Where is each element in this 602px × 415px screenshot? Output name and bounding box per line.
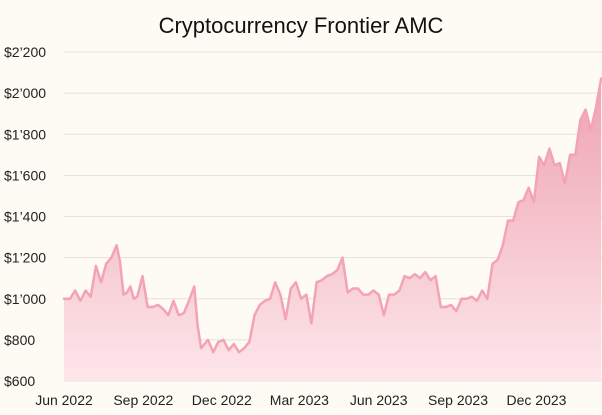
x-tick-label: Jun 2023 [350,392,408,408]
y-tick-label: $600 [4,373,35,389]
y-tick-label: $1’800 [4,126,46,142]
x-tick-label: Dec 2023 [507,392,567,408]
y-tick-label: $1’600 [4,167,46,183]
x-tick-label: Sep 2022 [113,392,173,408]
series-line [62,77,602,354]
x-tick-label: Mar 2023 [270,392,329,408]
y-tick-label: $800 [4,332,35,348]
y-tick-label: $1’400 [4,209,46,225]
y-tick-label: $2’200 [4,44,46,60]
x-axis: Jun 2022 Sep 2022 Dec 2022 Mar 2023 Jun 2023… [35,392,566,408]
x-tick-label: Dec 2022 [192,392,252,408]
y-tick-label: $2’000 [4,85,46,101]
y-tick-label: $1’200 [4,250,46,266]
y-tick-label: $1’000 [4,291,46,307]
x-tick-label: Sep 2023 [428,392,488,408]
plot-area [62,77,602,381]
area-fill [64,78,602,381]
y-axis: $600 $800 $1’000 $1’200 $1’400 $1’600 $1’800 $2… [4,44,46,389]
x-tick-label: Jun 2022 [35,392,93,408]
chart-title: Cryptocurrency Frontier AMC [159,13,444,38]
